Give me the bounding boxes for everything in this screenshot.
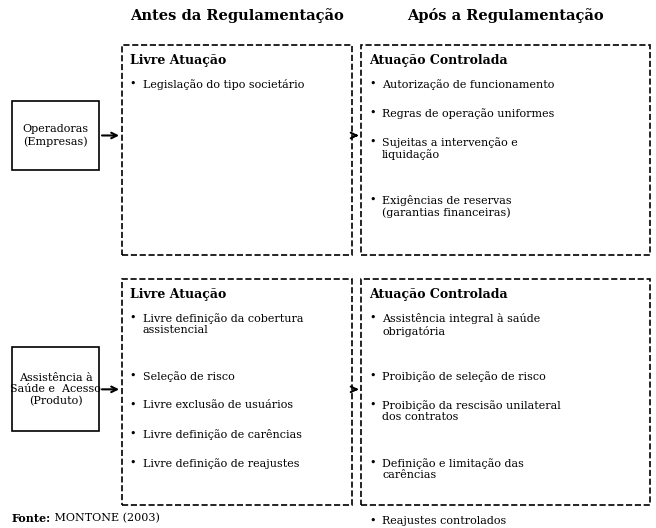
FancyBboxPatch shape <box>361 279 649 505</box>
Text: Reajustes controlados: Reajustes controlados <box>382 516 506 525</box>
Text: MONTONE (2003): MONTONE (2003) <box>51 513 159 523</box>
Text: Livre definição de carências: Livre definição de carências <box>142 429 302 440</box>
Text: Livre definição da cobertura
assistencial: Livre definição da cobertura assistencia… <box>142 313 303 335</box>
Text: Regras de operação uniformes: Regras de operação uniformes <box>382 108 554 119</box>
Text: Autorização de funcionamento: Autorização de funcionamento <box>382 79 554 90</box>
Text: •: • <box>130 79 136 89</box>
Text: •: • <box>130 458 136 468</box>
Text: Assistência à
Saúde e  Acesso
(Produto): Assistência à Saúde e Acesso (Produto) <box>10 373 101 406</box>
Text: •: • <box>369 400 376 410</box>
Text: Seleção de risco: Seleção de risco <box>142 371 234 382</box>
Text: •: • <box>369 313 376 323</box>
Text: Antes da Regulamentação: Antes da Regulamentação <box>130 8 344 23</box>
Text: Definição e limitação das
carências: Definição e limitação das carências <box>382 458 524 480</box>
Text: •: • <box>369 516 376 525</box>
Text: Atuação Controlada: Atuação Controlada <box>369 288 508 301</box>
FancyBboxPatch shape <box>122 279 352 505</box>
Text: Atuação Controlada: Atuação Controlada <box>369 54 508 67</box>
Text: •: • <box>369 195 376 205</box>
Text: •: • <box>369 371 376 381</box>
Text: Livre Atuação: Livre Atuação <box>130 288 226 301</box>
Text: •: • <box>369 79 376 89</box>
Text: Assistência integral à saúde
obrigatória: Assistência integral à saúde obrigatória <box>382 313 541 337</box>
Text: •: • <box>130 313 136 323</box>
Text: Sujeitas a intervenção e
liquidação: Sujeitas a intervenção e liquidação <box>382 137 518 161</box>
Text: Fonte:: Fonte: <box>12 513 51 523</box>
Text: •: • <box>130 371 136 381</box>
Text: Livre exclusão de usuários: Livre exclusão de usuários <box>142 400 293 410</box>
Text: Legislação do tipo societário: Legislação do tipo societário <box>142 79 304 90</box>
FancyBboxPatch shape <box>12 101 99 169</box>
FancyBboxPatch shape <box>122 45 352 255</box>
Text: Após a Regulamentação: Após a Regulamentação <box>407 8 604 23</box>
FancyBboxPatch shape <box>12 347 99 431</box>
Text: •: • <box>369 458 376 468</box>
Text: Exigências de reservas
(garantias financeiras): Exigências de reservas (garantias financ… <box>382 195 512 218</box>
Text: •: • <box>130 400 136 410</box>
Text: •: • <box>130 429 136 439</box>
Text: •: • <box>369 137 376 147</box>
Text: Livre Atuação: Livre Atuação <box>130 54 226 67</box>
Text: •: • <box>369 108 376 118</box>
Text: Proibição da rescisão unilateral
dos contratos: Proibição da rescisão unilateral dos con… <box>382 400 561 422</box>
Text: Livre definição de reajustes: Livre definição de reajustes <box>142 458 299 468</box>
FancyBboxPatch shape <box>361 45 649 255</box>
Text: Proibição de seleção de risco: Proibição de seleção de risco <box>382 371 546 382</box>
Text: Operadoras
(Empresas): Operadoras (Empresas) <box>22 124 89 147</box>
